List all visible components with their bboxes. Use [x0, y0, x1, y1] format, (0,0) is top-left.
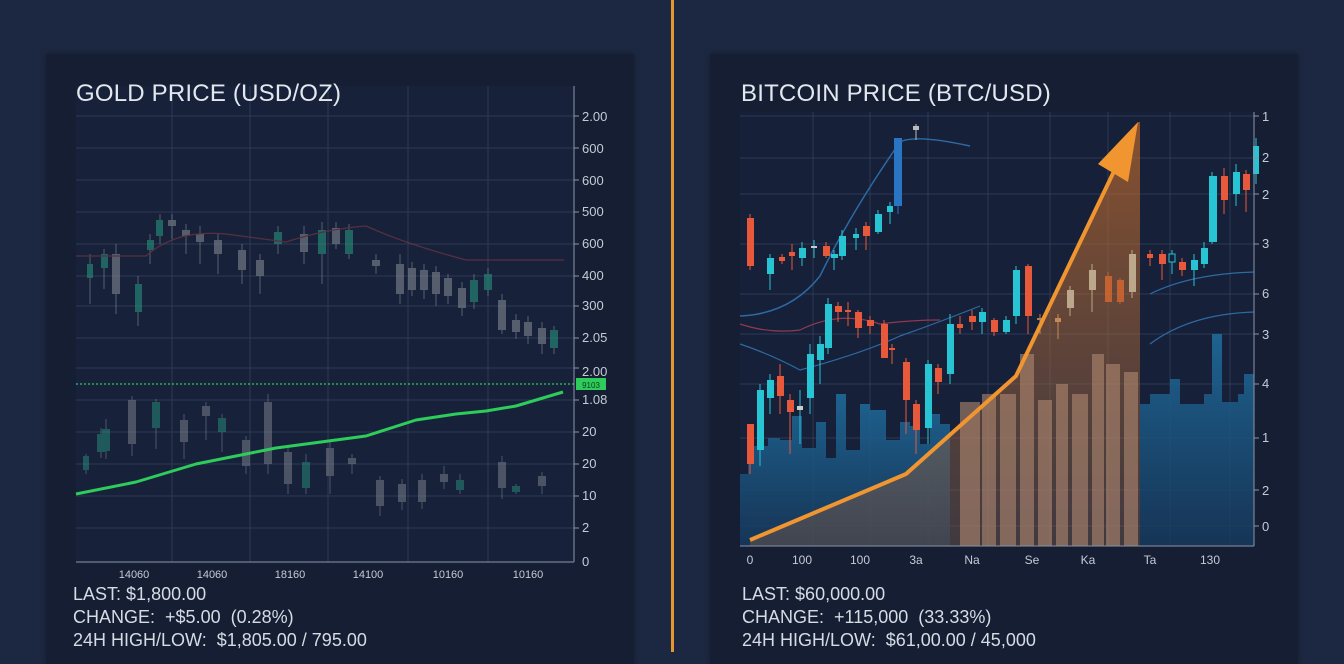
svg-text:4: 4	[1262, 376, 1269, 391]
svg-text:400: 400	[582, 268, 604, 283]
btc-hilo-value: $61,00.00 / 45,000	[885, 630, 1036, 650]
svg-text:0: 0	[747, 553, 754, 567]
svg-text:Ka: Ka	[1081, 553, 1096, 567]
svg-text:130: 130	[1200, 553, 1220, 567]
gold-chart-panel: 9103	[46, 54, 634, 664]
svg-text:2.05: 2.05	[582, 330, 607, 345]
svg-text:Na: Na	[964, 553, 980, 567]
gold-last-row: LAST: $1,800.00	[73, 584, 207, 604]
gold-chart-title: GOLD PRICE (USD/OZ)	[76, 80, 342, 107]
svg-text:2: 2	[582, 520, 589, 535]
btc-stats: LAST: $60,000.00 CHANGE: +115,000 (33.33…	[742, 583, 1036, 652]
gold-change-pct: (0.28%)	[230, 607, 294, 627]
svg-text:Ta: Ta	[1144, 553, 1157, 567]
svg-text:300: 300	[582, 298, 604, 313]
btc-trend-line	[749, 141, 1130, 542]
gold-trend-line	[75, 390, 564, 496]
panel-divider	[671, 0, 674, 652]
svg-text:10160: 10160	[433, 569, 464, 581]
gold-stats: LAST: $1,800.00 CHANGE: +$5.00 (0.28%) 2…	[73, 583, 367, 652]
gold-last-value: $1,800.00	[126, 584, 207, 604]
svg-text:14060: 14060	[119, 569, 150, 581]
btc-change-value: +115,000	[834, 607, 909, 627]
gold-change-row: CHANGE: +$5.00 (0.28%)	[73, 607, 294, 627]
svg-text:14060: 14060	[197, 569, 228, 581]
svg-text:600: 600	[582, 236, 604, 251]
btc-change-pct: (33.33%)	[918, 607, 992, 627]
btc-chart-panel: 1 2 2 3 6 3 4 1 2 0 0 100 100 3a Na Se K…	[710, 54, 1298, 664]
arrow-up-icon	[1098, 122, 1138, 182]
svg-text:1.08: 1.08	[582, 392, 607, 407]
gold-hilo-value: $1,805.00 / 795.00	[216, 630, 367, 650]
svg-text:Se: Se	[1025, 553, 1040, 567]
svg-text:2: 2	[1262, 483, 1269, 498]
svg-text:600: 600	[582, 141, 604, 156]
btc-chart-title: BITCOIN PRICE (BTC/USD)	[741, 80, 1051, 107]
svg-text:20: 20	[582, 456, 596, 471]
svg-text:0: 0	[1262, 519, 1269, 534]
btc-chart-canvas: 1 2 2 3 6 3 4 1 2 0 0 100 100 3a Na Se K…	[739, 109, 1269, 567]
gold-change-value: +$5.00	[165, 607, 221, 627]
svg-text:14100: 14100	[353, 569, 384, 581]
svg-text:2: 2	[1262, 187, 1269, 202]
svg-text:9103: 9103	[582, 381, 600, 390]
btc-change-row: CHANGE: +115,000 (33.33%)	[742, 607, 992, 627]
svg-text:0: 0	[582, 554, 589, 569]
btc-hilo-row: 24H HIGH/LOW: $61,00.00 / 45,000	[742, 630, 1036, 650]
svg-text:3a: 3a	[909, 553, 923, 567]
svg-text:100: 100	[850, 553, 870, 567]
svg-text:2.00: 2.00	[582, 109, 607, 124]
svg-text:2.00: 2.00	[582, 364, 607, 379]
gold-hilo-row: 24H HIGH/LOW: $1,805.00 / 795.00	[73, 630, 367, 650]
svg-text:500: 500	[582, 204, 604, 219]
svg-text:1: 1	[1262, 430, 1269, 445]
svg-text:100: 100	[792, 553, 812, 567]
svg-text:6: 6	[1262, 286, 1269, 301]
btc-last-value: $60,000.00	[795, 584, 886, 604]
gold-chart-canvas: 9103	[75, 86, 607, 581]
svg-text:3: 3	[1262, 236, 1269, 251]
svg-text:2: 2	[1262, 150, 1269, 165]
svg-text:18160: 18160	[275, 569, 306, 581]
svg-text:10160: 10160	[513, 569, 544, 581]
svg-text:10: 10	[582, 488, 596, 503]
svg-text:3: 3	[1262, 327, 1269, 342]
price-tag	[576, 378, 606, 390]
btc-last-row: LAST: $60,000.00	[742, 584, 886, 604]
svg-text:1: 1	[1262, 109, 1269, 124]
svg-text:600: 600	[582, 173, 604, 188]
svg-text:20: 20	[582, 424, 596, 439]
